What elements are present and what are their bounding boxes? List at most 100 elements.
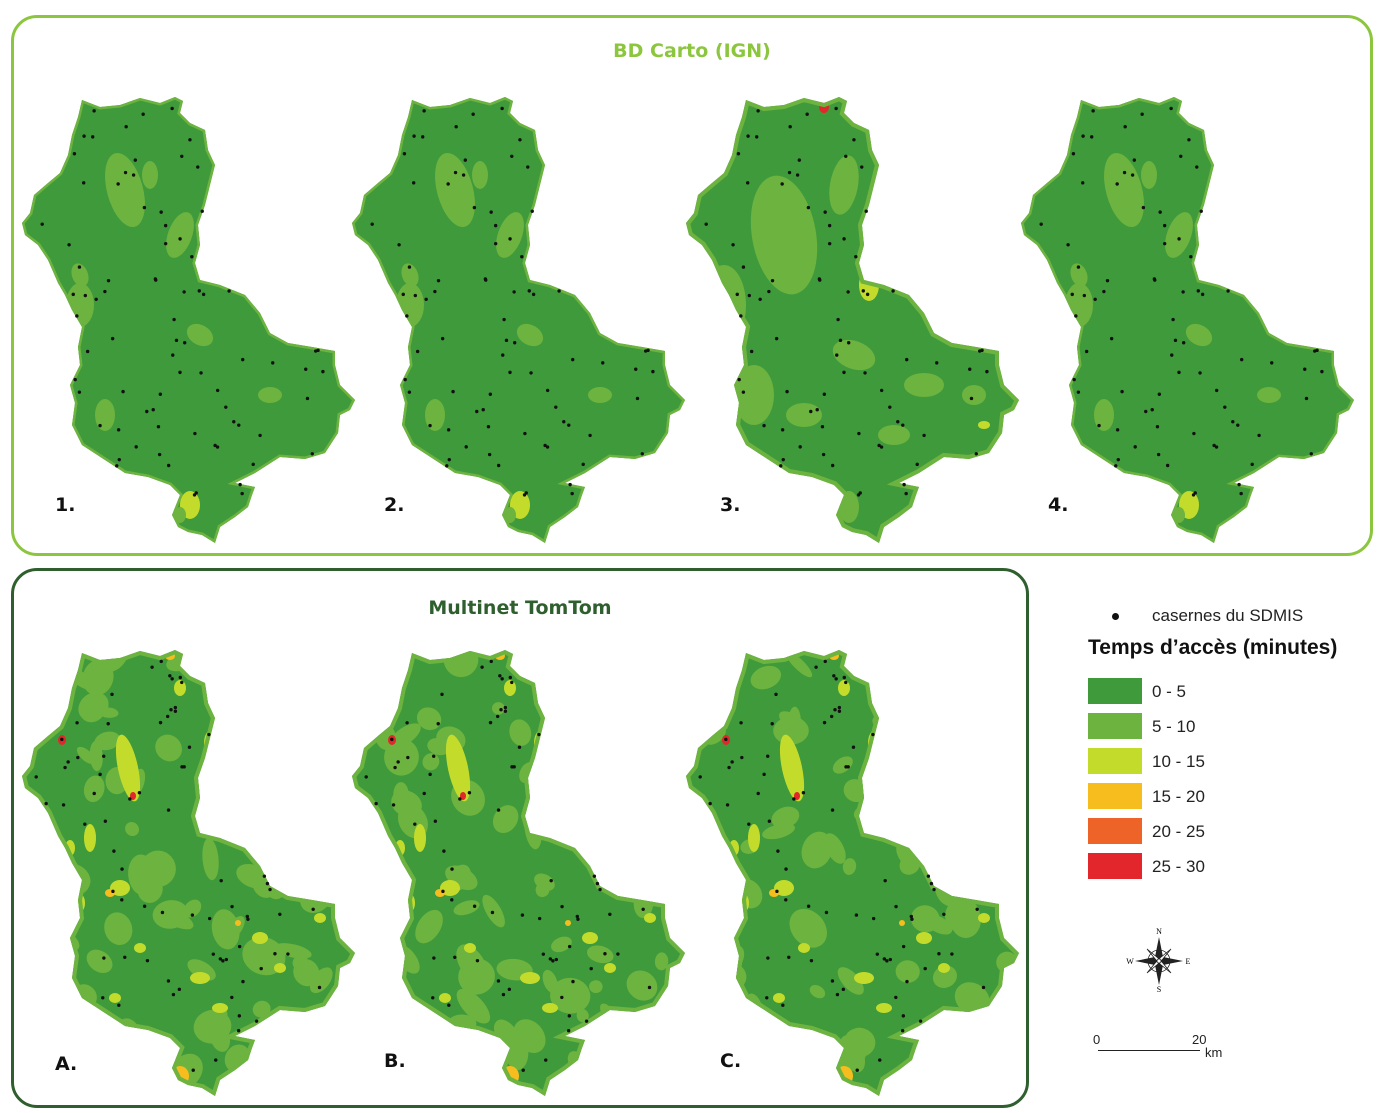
station-dot xyxy=(1231,420,1235,424)
station-dot xyxy=(1150,408,1154,412)
station-dot xyxy=(72,152,77,156)
station-dot xyxy=(498,674,502,678)
station-dot xyxy=(727,765,731,770)
access-zone xyxy=(440,880,460,896)
station-dot xyxy=(471,112,475,116)
station-dot xyxy=(823,659,827,664)
station-dot xyxy=(926,874,931,878)
station-dot xyxy=(974,452,978,456)
station-dot xyxy=(731,243,735,247)
station-dot xyxy=(520,913,525,917)
station-dot xyxy=(163,223,168,228)
access-zone xyxy=(693,680,717,710)
station-dot xyxy=(932,887,936,892)
station-dot xyxy=(483,277,488,281)
access-zone xyxy=(384,738,419,776)
station-dot xyxy=(487,452,492,457)
station-dot xyxy=(142,904,147,908)
access-zone xyxy=(549,977,591,1014)
station-dot xyxy=(809,409,813,414)
access-zone xyxy=(614,661,651,686)
access-zone xyxy=(294,808,328,839)
station-dot xyxy=(412,181,416,185)
access-zone xyxy=(314,913,326,923)
station-dot xyxy=(780,428,785,432)
station-dot xyxy=(1214,445,1219,449)
station-dot xyxy=(806,205,811,210)
station-dot xyxy=(447,457,451,462)
station-dot xyxy=(221,959,225,963)
station-dot xyxy=(929,881,934,886)
station-dot xyxy=(584,1019,589,1023)
map-b xyxy=(350,648,695,1098)
station-dot xyxy=(180,765,184,769)
access-zone xyxy=(393,782,409,808)
scale-unit-label: km xyxy=(1205,1045,1223,1060)
station-dot xyxy=(77,265,82,269)
access-zone xyxy=(1094,399,1114,431)
station-dot xyxy=(1200,292,1205,297)
station-dot xyxy=(871,732,875,737)
station-dot xyxy=(495,714,500,719)
station-dot xyxy=(171,353,175,357)
station-dot xyxy=(123,955,127,959)
station-dot xyxy=(821,452,826,457)
access-zone xyxy=(842,858,857,875)
station-dot xyxy=(110,692,114,697)
access-zone xyxy=(445,734,471,802)
map-4 xyxy=(1019,95,1364,545)
station-dot xyxy=(530,209,534,213)
station-dot xyxy=(1169,106,1173,111)
station-dot xyxy=(766,956,770,960)
access-zone xyxy=(1141,161,1157,189)
station-dot xyxy=(238,482,242,487)
department-outline xyxy=(1021,97,1354,543)
access-zone xyxy=(764,1061,784,1079)
station-dot xyxy=(1082,293,1087,298)
access-zone xyxy=(703,866,715,890)
station-dot xyxy=(454,125,458,129)
access-zone xyxy=(702,265,746,345)
edge-zone xyxy=(686,650,1019,1096)
access-zone xyxy=(190,972,210,984)
station-dot xyxy=(822,392,827,396)
station-dot xyxy=(461,173,466,177)
access-zone xyxy=(750,175,818,295)
access-zone xyxy=(695,918,719,953)
station-dot xyxy=(251,462,255,467)
station-dot xyxy=(171,992,176,997)
station-dot xyxy=(788,125,792,129)
station-dot xyxy=(237,423,241,427)
station-dot xyxy=(1162,241,1167,246)
station-dot xyxy=(844,680,848,685)
access-zone xyxy=(875,650,899,681)
station-dot xyxy=(871,916,876,921)
station-dot xyxy=(855,1068,859,1072)
station-dot xyxy=(169,708,173,712)
station-dot xyxy=(846,290,850,294)
access-zone xyxy=(212,1003,228,1013)
compass-n: N xyxy=(1156,928,1162,936)
station-dot xyxy=(1076,390,1081,394)
station-dot xyxy=(442,849,446,853)
station-dot xyxy=(838,338,843,343)
station-dot xyxy=(440,336,445,341)
station-dot xyxy=(1162,223,1167,228)
station-dot xyxy=(1257,433,1261,438)
station-dot xyxy=(128,797,132,801)
station-dot xyxy=(1171,317,1175,322)
access-zone xyxy=(644,913,656,923)
access-zone xyxy=(439,993,451,1003)
access-zone xyxy=(938,963,950,973)
access-zone xyxy=(577,681,612,718)
access-zone xyxy=(936,668,957,690)
access-zone xyxy=(654,952,669,971)
station-dot xyxy=(496,808,501,812)
station-dot xyxy=(278,912,282,916)
compass-e: E xyxy=(1186,957,1191,966)
station-dot xyxy=(77,390,82,394)
station-dot xyxy=(111,889,115,894)
access-zone xyxy=(369,327,391,363)
station-dot xyxy=(910,917,914,921)
access-zone xyxy=(584,771,618,795)
